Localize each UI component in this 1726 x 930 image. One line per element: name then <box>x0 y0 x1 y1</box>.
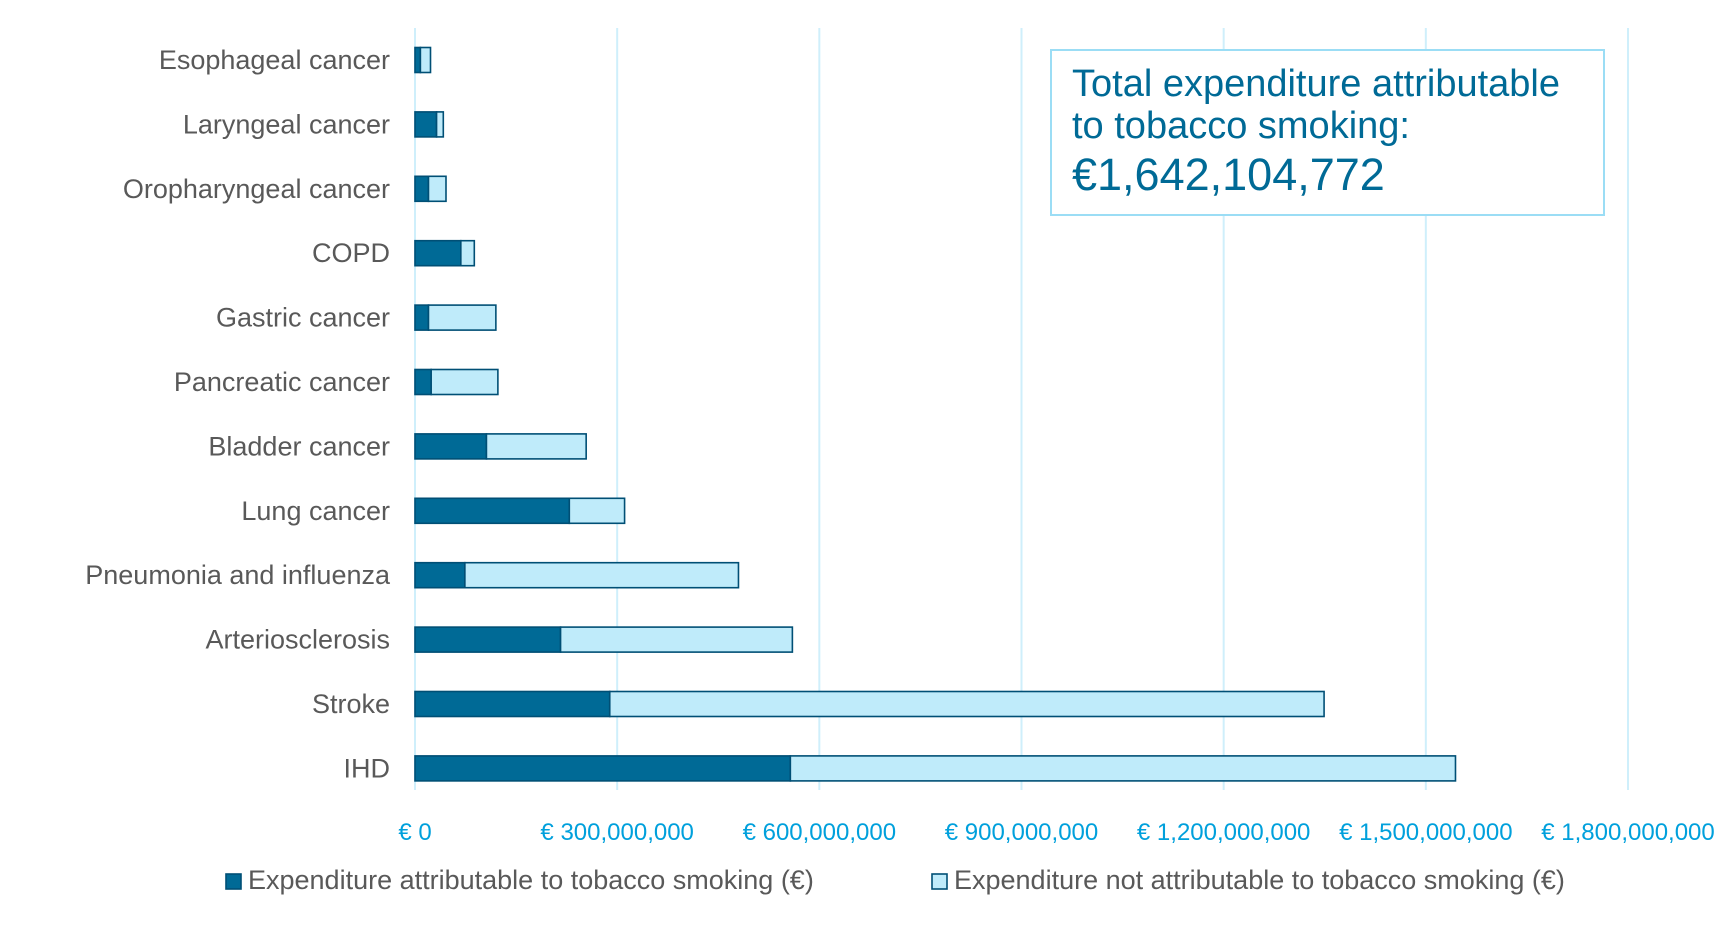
x-tick-label: € 1,500,000,000 <box>1339 819 1513 846</box>
category-label: Oropharyngeal cancer <box>123 174 390 204</box>
category-label: Pancreatic cancer <box>174 367 390 397</box>
legend-swatch <box>225 873 242 890</box>
bar-attributable <box>414 561 466 589</box>
x-tick-label: € 300,000,000 <box>540 819 693 846</box>
bar-attributable <box>414 111 438 138</box>
bar-not-attributable <box>568 497 626 525</box>
bar-not-attributable <box>460 239 476 267</box>
category-label: Pneumonia and influenza <box>85 560 391 590</box>
bar-not-attributable <box>464 561 740 589</box>
bar-not-attributable <box>559 626 794 653</box>
category-label: Bladder cancer <box>208 431 390 461</box>
category-label: Stroke <box>312 689 390 719</box>
bar-attributable <box>414 368 432 396</box>
bar-attributable <box>414 497 571 525</box>
bar-attributable <box>414 755 792 782</box>
category-label: Esophageal cancer <box>159 45 390 75</box>
x-tick-label: € 600,000,000 <box>743 819 896 846</box>
total-expenditure-value: €1,642,104,772 <box>1072 149 1385 200</box>
category-label: IHD <box>344 753 391 783</box>
legend-swatch <box>931 873 948 890</box>
bar-attributable <box>414 239 462 267</box>
bar-attributable <box>414 175 430 203</box>
category-label: Arteriosclerosis <box>205 625 390 655</box>
bar-attributable <box>414 690 611 718</box>
category-label: COPD <box>312 238 390 268</box>
bar-not-attributable <box>485 433 587 460</box>
category-label: Lung cancer <box>241 496 390 526</box>
total-expenditure-label: Total expenditure attributable to tobacc… <box>1072 63 1560 147</box>
x-tick-label: € 1,800,000,000 <box>1541 819 1715 846</box>
bar-attributable <box>414 304 430 331</box>
total-expenditure-box: Total expenditure attributable to tobacc… <box>1050 49 1605 216</box>
x-tick-label: € 0 <box>398 819 431 846</box>
bar-attributable <box>414 46 422 74</box>
x-tick-label: € 900,000,000 <box>945 819 1098 846</box>
bar-not-attributable <box>430 368 499 396</box>
bar-not-attributable <box>789 755 1457 782</box>
bar-attributable <box>414 433 488 460</box>
bar-not-attributable <box>427 304 497 331</box>
category-label: Laryngeal cancer <box>183 109 390 139</box>
category-label: Gastric cancer <box>216 303 390 333</box>
bar-attributable <box>414 626 562 653</box>
bar-not-attributable <box>608 690 1325 718</box>
bar-not-attributable <box>419 46 432 74</box>
x-tick-label: € 1,200,000,000 <box>1137 819 1311 846</box>
bar-not-attributable <box>435 111 445 138</box>
legend-label: Expenditure attributable to tobacco smok… <box>248 865 814 895</box>
legend-label: Expenditure not attributable to tobacco … <box>954 865 1565 895</box>
bar-not-attributable <box>427 175 447 203</box>
